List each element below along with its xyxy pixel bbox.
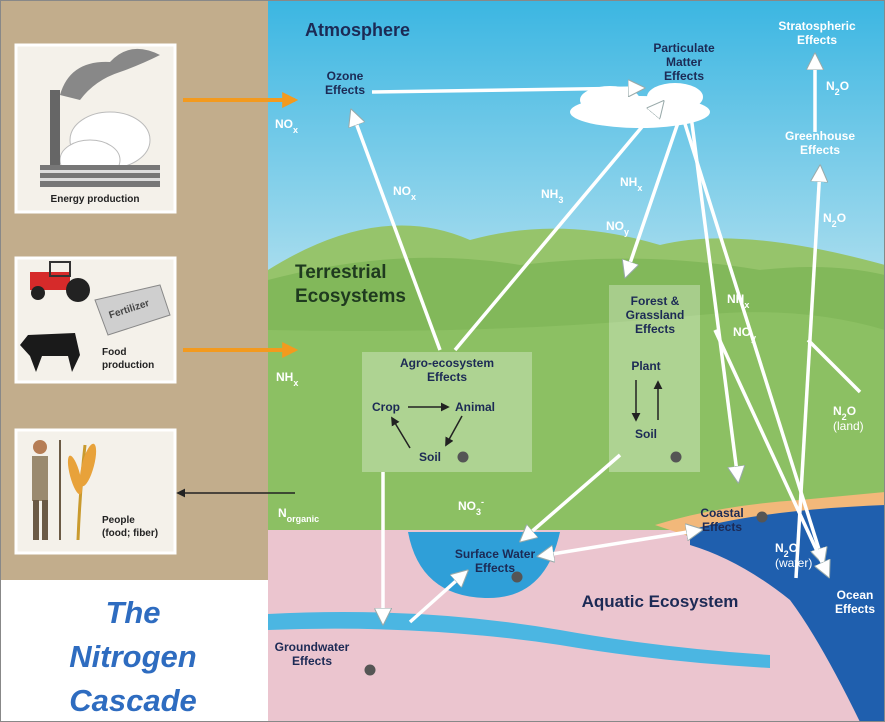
effect-label-line: Effects <box>835 602 875 616</box>
effect-label-line: Effects <box>797 33 837 47</box>
effect-label-line: Stratospheric <box>778 19 856 33</box>
cycle-label: Crop <box>372 400 400 414</box>
species-subscript: 3 <box>558 195 563 205</box>
species-subscript: y <box>624 227 629 237</box>
effect-label: OzoneEffects <box>325 69 365 97</box>
species-subscript: x <box>411 192 416 202</box>
effect-label-line: Groundwater <box>275 640 350 654</box>
region-label-line: Ecosystems <box>295 286 406 307</box>
region-label: Atmosphere <box>305 20 410 40</box>
species-subscript: y <box>751 333 756 343</box>
region-label: Aquatic Ecosystem <box>582 592 739 611</box>
species-part: NO <box>275 117 293 131</box>
effect-label-line: Effects <box>635 322 675 336</box>
species-part: NH <box>541 187 558 201</box>
species-subscript: 3 <box>476 507 481 517</box>
species-subscript: x <box>637 183 642 193</box>
species-part: O <box>840 79 849 93</box>
effect-label-line: Effects <box>427 370 467 384</box>
species-part: NO <box>733 325 751 339</box>
title-line: Cascade <box>69 683 197 718</box>
species-part: N <box>278 506 287 520</box>
cycle-label: Plant <box>631 359 660 373</box>
effect-label-line: Agro-ecosystem <box>400 356 494 370</box>
cycle-label: Soil <box>419 450 441 464</box>
species-part: N <box>775 541 784 555</box>
species-part: N <box>833 404 842 418</box>
effect-label-line: Ozone <box>327 69 364 83</box>
effect-label-line: Particulate <box>653 41 715 55</box>
effect-label-line: Matter <box>666 55 702 69</box>
effect-label-line: Coastal <box>700 506 743 520</box>
effect-label-line: Effects <box>292 654 332 668</box>
species-subscript: x <box>293 125 298 135</box>
species-part: O <box>789 541 798 555</box>
effect-label-line: Effects <box>702 520 742 534</box>
effect-label-line: Forest & <box>631 294 680 308</box>
food-label-line: production <box>102 360 154 371</box>
species-subscript: x <box>744 300 749 310</box>
species-part: O <box>847 404 856 418</box>
species-part: NH <box>620 175 637 189</box>
species-subscript: organic <box>287 514 320 524</box>
species-note: (land) <box>833 419 864 433</box>
species-part: NO <box>606 219 624 233</box>
effect-label-line: Effects <box>664 69 704 83</box>
species-part: NO <box>458 499 476 513</box>
region-label-line: Terrestrial <box>295 262 387 283</box>
species-subscript: x <box>293 378 298 388</box>
effect-label-line: Greenhouse <box>785 129 855 143</box>
species-superscript: - <box>481 497 484 507</box>
species-part: NO <box>393 184 411 198</box>
title-line: Nitrogen <box>69 639 196 674</box>
species-note: (water) <box>775 556 812 570</box>
cycle-label: Soil <box>635 427 657 441</box>
people-label-line: People <box>102 515 135 526</box>
energy-label: Energy production <box>51 194 140 205</box>
cycle-label: Animal <box>455 400 495 414</box>
species-part: N <box>823 211 832 225</box>
species-part: N <box>826 79 835 93</box>
species-part: NH <box>727 292 744 306</box>
effect-label-line: Effects <box>325 83 365 97</box>
species-part: NH <box>276 370 293 384</box>
effect-label-line: Grassland <box>626 308 685 322</box>
title-line: The <box>105 595 160 630</box>
effect-label-line: Ocean <box>837 588 874 602</box>
effect-label-line: Effects <box>800 143 840 157</box>
people-label-line: (food; fiber) <box>102 528 158 539</box>
nitrogen-cascade-diagram: Energy productionFertilizerFoodproductio… <box>0 0 885 722</box>
species-part: O <box>837 211 846 225</box>
food-label-line: Food <box>102 347 126 358</box>
effect-label-line: Surface Water <box>455 547 536 561</box>
effect-label-line: Effects <box>475 561 515 575</box>
